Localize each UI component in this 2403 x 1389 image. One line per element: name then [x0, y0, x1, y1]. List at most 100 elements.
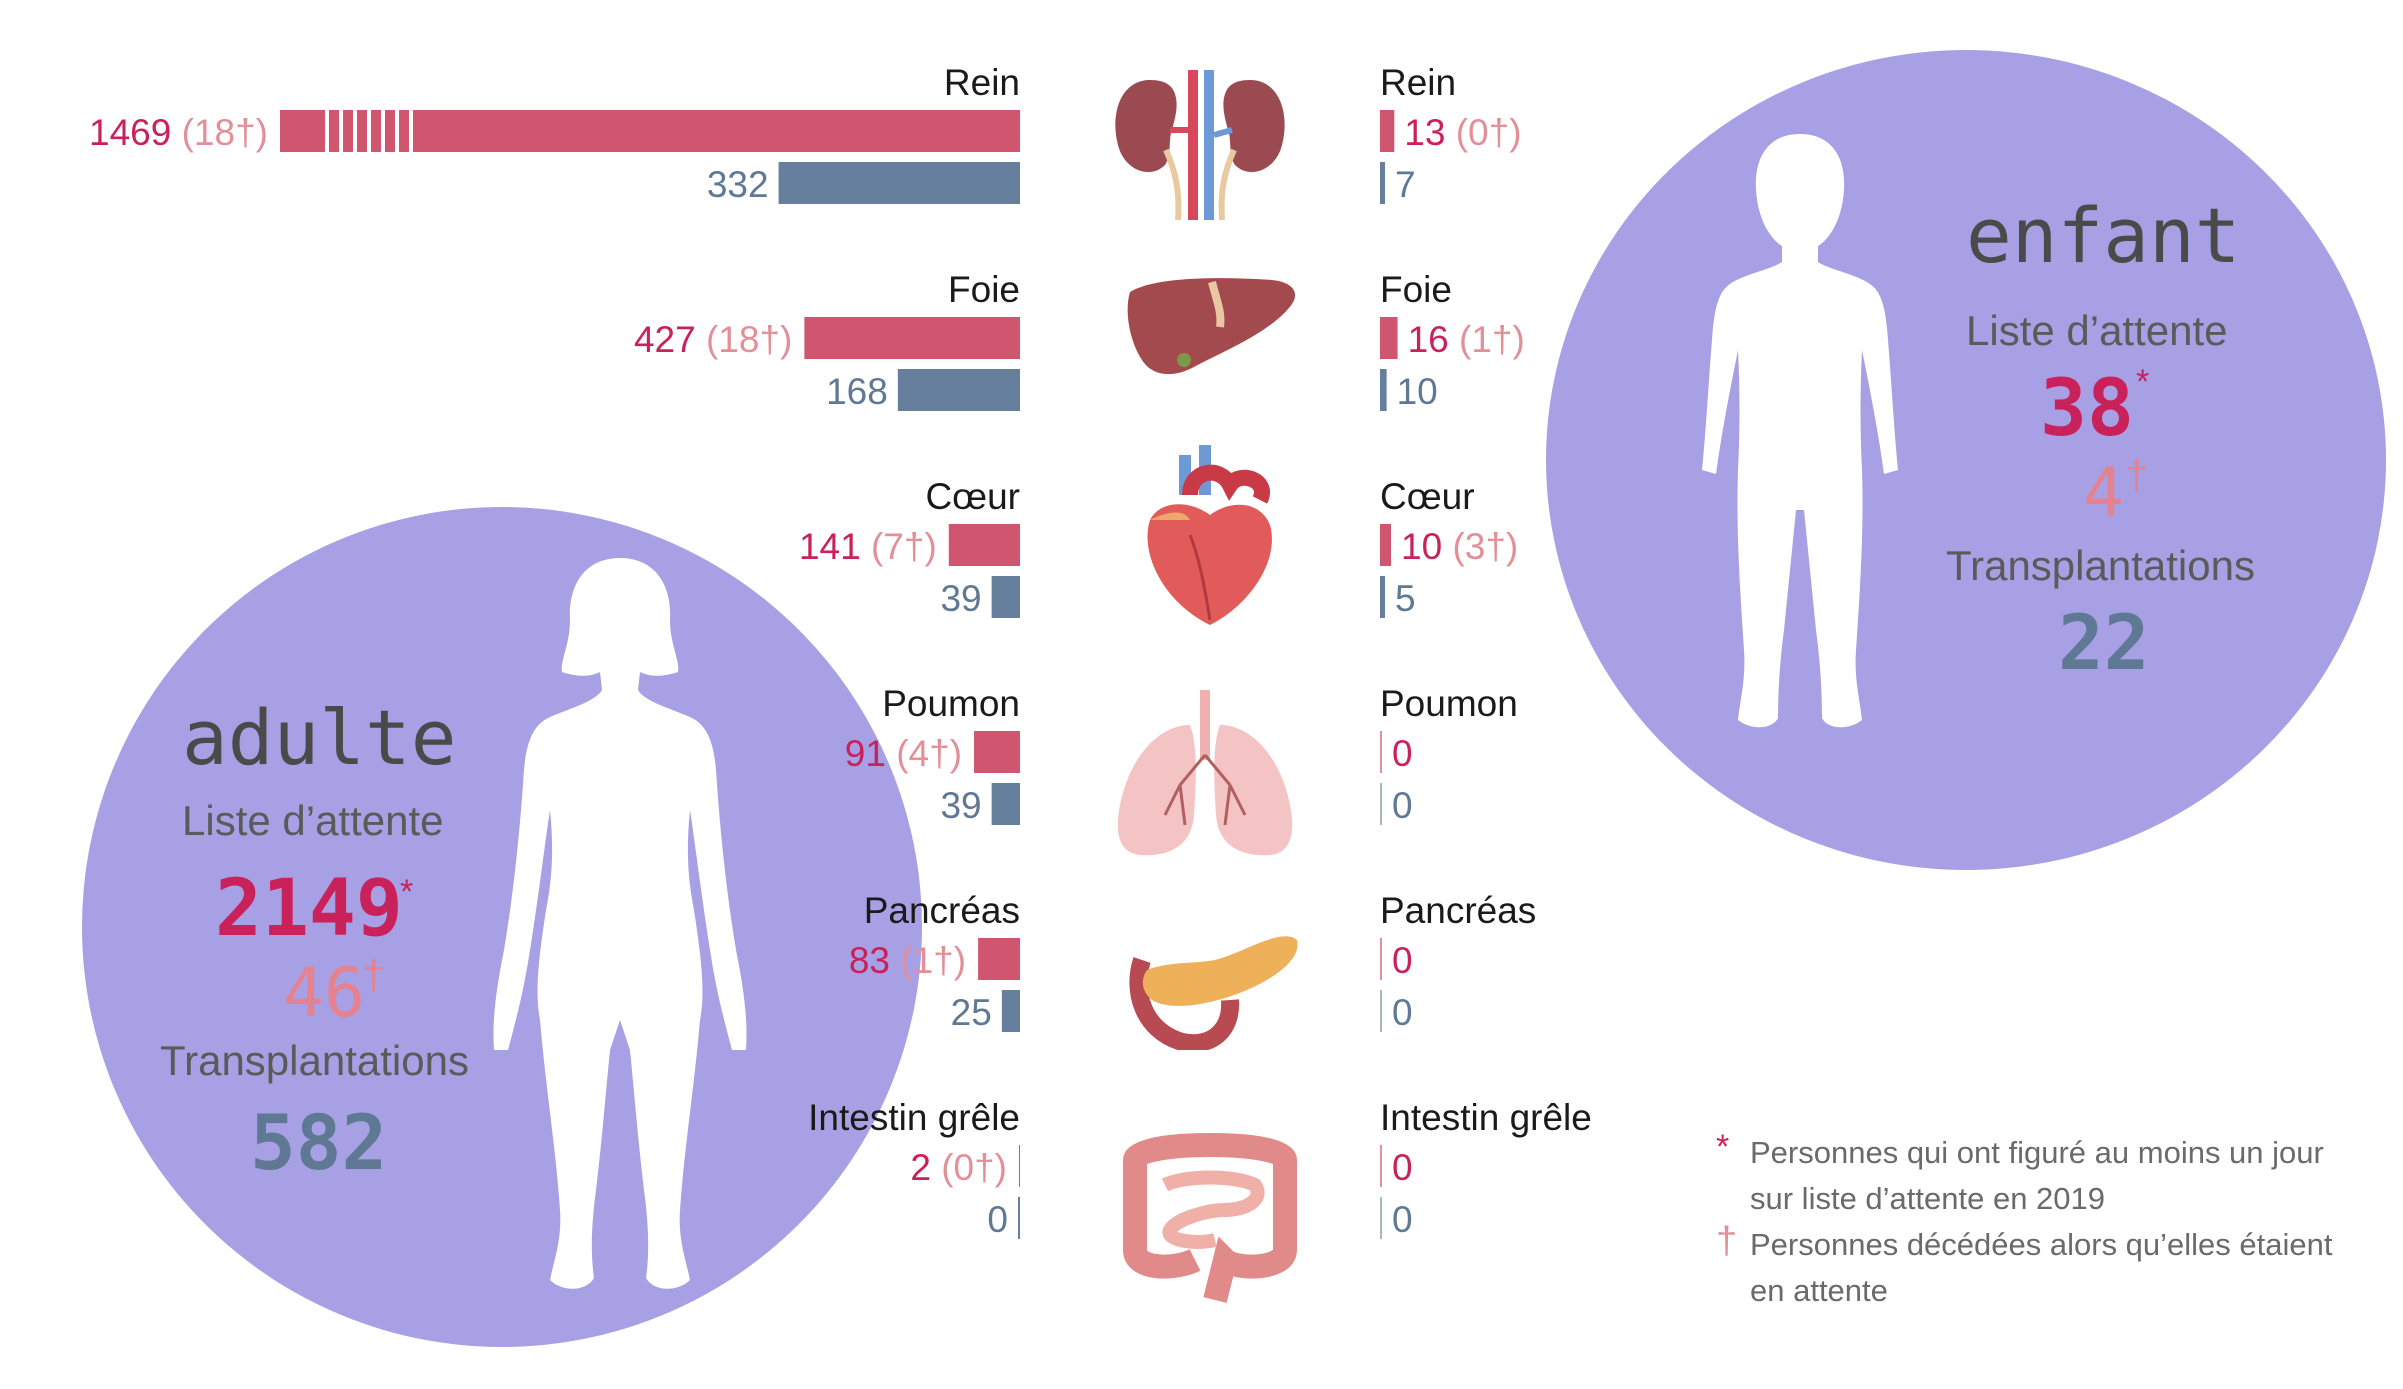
- adulte-waiting-label: 83 (1†): [849, 942, 966, 979]
- adulte-waiting-label: 427 (18†): [634, 321, 792, 358]
- woman-silhouette-icon: [493, 558, 747, 1289]
- enfant-waiting-value: 16: [1407, 319, 1460, 360]
- enfant-organ-label: Foie: [1380, 269, 1452, 310]
- legend-dagger-icon: †: [1716, 1220, 1738, 1262]
- adulte-waiting-label: 141 (7†): [799, 528, 937, 565]
- adulte-waiting-value: 427: [633, 319, 706, 360]
- enfant-organ-label: Intestin grêle: [1380, 1097, 1592, 1138]
- enfant-transplant-bar: [1380, 783, 1382, 825]
- adulte-deaths-value: (7†): [870, 526, 937, 567]
- adulte-waiting-bar: [974, 731, 1020, 773]
- legend-asterisk-line-1: Personnes qui ont figuré au moins un jou…: [1750, 1135, 2324, 1170]
- lungs-icon: [1117, 690, 1293, 856]
- enfant-transplant-label: 0: [1392, 785, 1413, 826]
- adulte-transplants-label: Transplantations: [160, 1037, 469, 1084]
- enfant-transplant-bar: [1380, 369, 1387, 411]
- adulte-organ-label: Rein: [943, 62, 1020, 103]
- enfant-transplants-total: 22: [2058, 598, 2150, 687]
- enfant-waiting-bar: [1380, 938, 1382, 980]
- enfant-transplant-label: 0: [1392, 992, 1413, 1033]
- enfant-waiting-label: 0: [1392, 942, 1413, 979]
- enfant-organ-label: Cœur: [1380, 476, 1475, 517]
- adulte-waiting-label: Liste d’attente: [182, 797, 444, 844]
- adulte-transplant-label: 168: [826, 371, 888, 412]
- enfant-deaths-value: (0†): [1455, 112, 1522, 153]
- enfant-asterisk: *: [2136, 363, 2150, 401]
- adulte-transplants-total: 582: [250, 1098, 388, 1187]
- adulte-organ-label: Intestin grêle: [808, 1097, 1020, 1138]
- legend-dagger-line-2: en attente: [1750, 1273, 1888, 1308]
- bar-break-mark: [381, 110, 385, 152]
- bar-break-mark: [339, 110, 343, 152]
- heart-icon: [1147, 445, 1272, 625]
- enfant-waiting-value: 0: [1392, 940, 1413, 981]
- adulte-deaths-value: (18†): [705, 319, 793, 360]
- enfant-waiting-value: 13: [1404, 112, 1456, 153]
- enfant-organ-label: Pancréas: [1380, 890, 1537, 931]
- adulte-transplant-label: 39: [940, 578, 982, 619]
- enfant-transplant-label: 10: [1396, 371, 1438, 412]
- enfant-title: enfant: [1966, 191, 2241, 280]
- enfant-waiting-value: 10: [1401, 526, 1453, 567]
- kidney-icon: [1115, 70, 1285, 220]
- adulte-title: adulte: [182, 693, 457, 782]
- adulte-waiting-bar: [1018, 1145, 1020, 1187]
- enfant-waiting-value: 0: [1392, 733, 1413, 774]
- adulte-waiting-value: 83: [848, 940, 901, 981]
- legend-dagger-line-1: Personnes décédées alors qu’elles étaien…: [1750, 1227, 2333, 1262]
- adulte-transplant-bar: [991, 783, 1020, 825]
- adulte-waiting-value: 141: [798, 526, 871, 567]
- adulte-waiting-bar: [280, 110, 1020, 152]
- child-silhouette-icon: [1702, 134, 1898, 728]
- enfant-waiting-value: 0: [1392, 1147, 1413, 1188]
- adulte-transplant-label: 39: [940, 785, 982, 826]
- enfant-waiting-bar: [1380, 317, 1398, 359]
- enfant-deaths-value: (3†): [1452, 526, 1519, 567]
- adulte-transplant-label: 332: [706, 164, 769, 205]
- adulte-waiting-value: 2: [910, 1147, 942, 1188]
- adulte-transplant-bar: [1018, 1197, 1020, 1239]
- adulte-organ-label: Cœur: [925, 476, 1020, 517]
- adulte-waiting-bar: [978, 938, 1020, 980]
- adulte-deaths-value: (4†): [896, 733, 963, 774]
- enfant-waiting-label: 13 (0†): [1404, 114, 1521, 151]
- pancreas-icon: [1129, 936, 1298, 1050]
- adulte-organ-label: Poumon: [882, 683, 1020, 724]
- adulte-waiting-total: 2149: [215, 864, 403, 954]
- bar-break-mark: [409, 110, 413, 152]
- adulte-transplant-bar: [897, 369, 1020, 411]
- enfant-waiting-label: 10 (3†): [1401, 528, 1518, 565]
- adulte-organ-label: Foie: [948, 269, 1020, 310]
- enfant-waiting-bar: [1380, 731, 1382, 773]
- adulte-transplant-bar: [1001, 990, 1020, 1032]
- adulte-dagger: †: [362, 952, 386, 999]
- adulte-waiting-label: 2 (0†): [910, 1149, 1007, 1186]
- enfant-waiting-label: 0: [1392, 1149, 1413, 1186]
- enfant-organ-label: Rein: [1380, 62, 1457, 103]
- adulte-waiting-value: 91: [844, 733, 897, 774]
- adulte-waiting-bar: [804, 317, 1020, 359]
- enfant-waiting-bar: [1380, 1145, 1382, 1187]
- enfant-transplant-bar: [1380, 990, 1382, 1032]
- enfant-deaths-value: (1†): [1459, 319, 1525, 360]
- bar-break-mark: [325, 110, 329, 152]
- enfant-transplant-bar: [1380, 1197, 1382, 1239]
- adulte-waiting-bar: [948, 524, 1020, 566]
- adulte-deaths-total: 46: [283, 954, 365, 1033]
- bar-break-mark: [395, 110, 399, 152]
- adulte-transplant-label: 25: [950, 992, 992, 1033]
- adulte-deaths-value: (18†): [181, 112, 268, 153]
- enfant-transplants-label: Transplantations: [1946, 542, 2255, 589]
- enfant-waiting-bar: [1380, 110, 1395, 152]
- adulte-transplant-bar: [778, 162, 1020, 204]
- enfant-waiting-label: Liste d’attente: [1966, 307, 2228, 354]
- enfant-dagger: †: [2125, 452, 2149, 499]
- adulte-waiting-value: 1469: [89, 112, 182, 153]
- adulte-asterisk: *: [400, 873, 414, 911]
- enfant-deaths-total: 4: [2083, 454, 2124, 533]
- enfant-transplant-label: 7: [1395, 164, 1416, 205]
- enfant-waiting-label: 0: [1392, 735, 1413, 772]
- adulte-organ-label: Pancréas: [863, 890, 1020, 931]
- enfant-waiting-total: 38: [2040, 364, 2134, 454]
